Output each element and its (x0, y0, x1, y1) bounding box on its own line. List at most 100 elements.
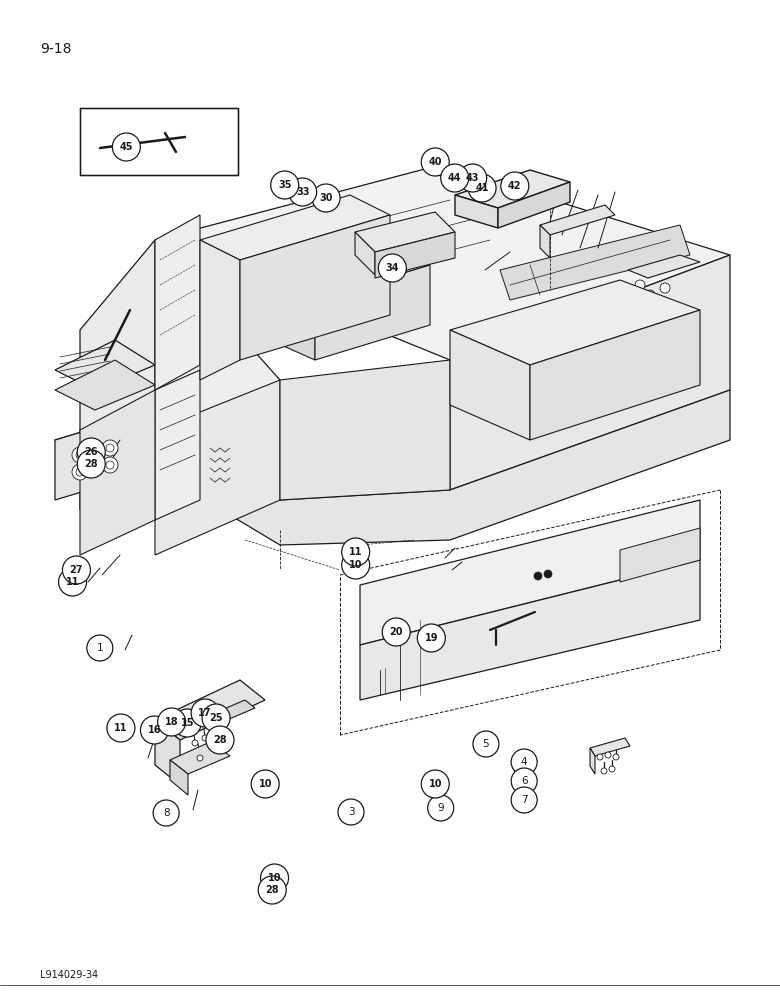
Circle shape (421, 148, 449, 176)
Circle shape (473, 731, 499, 757)
Polygon shape (55, 410, 200, 475)
Text: 43: 43 (466, 173, 480, 183)
Circle shape (261, 864, 289, 892)
Circle shape (191, 699, 219, 727)
Circle shape (87, 635, 113, 661)
Polygon shape (540, 205, 615, 235)
Polygon shape (355, 212, 455, 252)
Circle shape (77, 438, 105, 466)
Polygon shape (55, 410, 155, 500)
Circle shape (441, 164, 469, 192)
Circle shape (342, 551, 370, 579)
Circle shape (112, 133, 140, 161)
Text: 11: 11 (349, 547, 363, 557)
Circle shape (289, 178, 317, 206)
Circle shape (378, 254, 406, 282)
Circle shape (312, 184, 340, 212)
Text: 18: 18 (165, 717, 179, 727)
Text: 7: 7 (521, 795, 527, 805)
Circle shape (534, 572, 542, 580)
Text: 44: 44 (448, 173, 462, 183)
Polygon shape (210, 715, 220, 742)
Text: 28: 28 (213, 735, 227, 745)
Circle shape (153, 800, 179, 826)
Polygon shape (270, 245, 430, 300)
Polygon shape (55, 340, 155, 390)
Polygon shape (170, 742, 230, 774)
Circle shape (76, 451, 84, 459)
Polygon shape (80, 108, 238, 175)
Circle shape (421, 770, 449, 798)
Circle shape (384, 270, 391, 277)
Text: 28: 28 (84, 459, 98, 469)
Polygon shape (455, 170, 570, 208)
Circle shape (206, 726, 234, 754)
Polygon shape (375, 232, 455, 278)
Polygon shape (80, 240, 155, 510)
Circle shape (58, 568, 87, 596)
Text: 17: 17 (198, 708, 212, 718)
Polygon shape (240, 215, 390, 360)
Text: 5: 5 (483, 739, 489, 749)
Text: 30: 30 (319, 193, 333, 203)
Polygon shape (155, 380, 280, 555)
Polygon shape (620, 528, 700, 582)
Polygon shape (155, 240, 280, 500)
Circle shape (609, 766, 615, 772)
Circle shape (511, 768, 537, 794)
Text: 8: 8 (163, 808, 169, 818)
Text: 9: 9 (438, 803, 444, 813)
Text: 9-18: 9-18 (40, 42, 72, 56)
Polygon shape (155, 720, 180, 785)
Text: 25: 25 (209, 713, 223, 723)
Circle shape (393, 267, 400, 274)
Text: 27: 27 (69, 565, 83, 575)
Circle shape (459, 164, 487, 192)
Polygon shape (315, 265, 430, 360)
Circle shape (107, 714, 135, 742)
Circle shape (62, 556, 90, 584)
Text: 41: 41 (475, 183, 489, 193)
Circle shape (501, 172, 529, 200)
Circle shape (338, 799, 364, 825)
Polygon shape (80, 390, 155, 555)
Polygon shape (540, 225, 550, 258)
Circle shape (158, 708, 186, 736)
Polygon shape (498, 182, 570, 228)
Polygon shape (450, 255, 730, 490)
Polygon shape (590, 748, 595, 774)
Polygon shape (200, 240, 240, 380)
Polygon shape (155, 215, 200, 390)
Polygon shape (450, 330, 530, 440)
Polygon shape (450, 280, 700, 365)
Text: 19: 19 (424, 633, 438, 643)
Ellipse shape (538, 296, 622, 324)
Circle shape (106, 444, 114, 452)
Polygon shape (170, 760, 188, 795)
Text: 4: 4 (521, 757, 527, 767)
Circle shape (468, 174, 496, 202)
Text: 6: 6 (521, 776, 527, 786)
Text: 16: 16 (147, 725, 161, 735)
Circle shape (192, 740, 198, 746)
Circle shape (613, 754, 619, 760)
Ellipse shape (541, 322, 580, 338)
Text: 33: 33 (296, 187, 310, 197)
Circle shape (102, 440, 118, 456)
Circle shape (106, 461, 114, 469)
Text: 11: 11 (66, 577, 80, 587)
Circle shape (197, 755, 203, 761)
Circle shape (258, 876, 286, 904)
Polygon shape (455, 195, 498, 228)
Text: 10: 10 (428, 779, 442, 789)
Polygon shape (355, 232, 375, 275)
Circle shape (382, 618, 410, 646)
Polygon shape (210, 700, 255, 723)
Text: 40: 40 (428, 157, 442, 167)
Polygon shape (270, 280, 315, 360)
Text: 3: 3 (348, 807, 354, 817)
Polygon shape (155, 680, 265, 740)
Polygon shape (360, 560, 700, 700)
Polygon shape (590, 738, 630, 756)
Circle shape (635, 280, 645, 290)
